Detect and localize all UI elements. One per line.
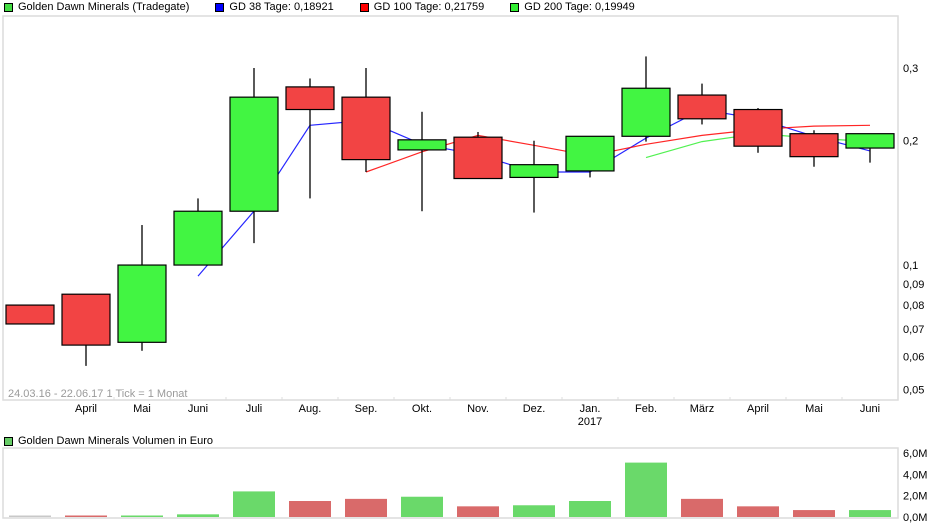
candle-body	[229, 96, 279, 212]
volume-bar	[681, 498, 723, 517]
x-tick-label: Sep.	[355, 403, 378, 415]
x-tick-label: Jan.	[580, 403, 601, 415]
volume-bar	[457, 506, 499, 517]
candle-body	[565, 135, 615, 172]
x-tick-label: 2017	[578, 416, 602, 428]
legend-swatch-gd38	[215, 2, 225, 12]
x-tick-label: April	[747, 403, 769, 415]
legend-label-gd38: GD 38 Tage: 0,18921	[229, 1, 334, 13]
volume-bar	[849, 510, 891, 517]
volume-bar	[793, 510, 835, 517]
volume-y-tick-label: 2,0M	[903, 491, 927, 503]
candle	[509, 140, 559, 213]
candle-body	[117, 264, 167, 343]
legend-label-main: Golden Dawn Minerals (Tradegate)	[18, 1, 190, 13]
y-tick-label: 0,1	[903, 260, 918, 272]
volume-legend: Golden Dawn Minerals Volumen in Euro	[0, 434, 213, 448]
x-tick-label: Okt.	[412, 403, 432, 415]
volume-bar	[121, 515, 163, 517]
x-tick-label: April	[75, 403, 97, 415]
volume-bar	[345, 498, 387, 517]
candle	[341, 68, 391, 172]
volume-y-tick-label: 6,0M	[903, 448, 927, 460]
candle-body	[285, 86, 335, 111]
legend-label-gd100: GD 100 Tage: 0,21759	[373, 1, 485, 13]
candle	[397, 111, 447, 212]
y-tick-label: 0,06	[903, 352, 924, 364]
candle-body	[5, 304, 55, 325]
volume-bar	[65, 515, 107, 517]
x-tick-label: Juni	[188, 403, 208, 415]
volume-bar	[9, 515, 51, 517]
date-range-label: 24.03.16 - 22.06.17 1 Tick = 1 Monat	[8, 388, 187, 400]
legend-swatch-gd200	[510, 2, 520, 12]
volume-legend-swatch	[4, 436, 13, 446]
candle	[173, 198, 223, 266]
legend-item-gd200: GD 200 Tage: 0,19949	[510, 1, 635, 13]
volume-panel: 6,0M 4,0M 2,0M 0,0M	[2, 447, 927, 524]
candle	[285, 78, 335, 199]
candle-body	[733, 108, 783, 147]
candle-body	[61, 293, 111, 346]
candle	[453, 131, 503, 180]
candle-body	[341, 96, 391, 161]
candle-body	[453, 136, 503, 180]
x-tick-label: Mai	[133, 403, 151, 415]
volume-bar	[177, 514, 219, 517]
candle	[565, 135, 615, 178]
legend-swatch-gd100	[359, 2, 369, 12]
volume-y-tick-label: 0,0M	[903, 512, 927, 524]
candle-body	[845, 133, 895, 149]
y-tick-label: 0,09	[903, 279, 924, 291]
candle	[789, 130, 839, 167]
candle	[61, 293, 111, 366]
x-tick-label: März	[690, 403, 714, 415]
volume-bar	[513, 505, 555, 517]
candle-body	[677, 94, 727, 120]
legend-item-gd38: GD 38 Tage: 0,18921	[215, 1, 334, 13]
price-legend: Golden Dawn Minerals (Tradegate) GD 38 T…	[0, 0, 657, 14]
volume-bar	[289, 501, 331, 517]
candle	[117, 225, 167, 351]
volume-bar	[737, 506, 779, 517]
x-tick-label: Juli	[246, 403, 263, 415]
candle-body	[173, 210, 223, 266]
legend-item-gd100: GD 100 Tage: 0,21759	[359, 1, 485, 13]
candle-body	[397, 139, 447, 151]
y-tick-label: 0,05	[903, 384, 924, 396]
volume-bar	[569, 501, 611, 517]
x-tick-label: Mai	[805, 403, 823, 415]
x-tick-label: Dez.	[523, 403, 546, 415]
volume-y-tick-label: 4,0M	[903, 469, 927, 481]
volume-legend-label: Golden Dawn Minerals Volumen in Euro	[18, 435, 214, 447]
volume-plot-frame	[2, 447, 899, 519]
x-tick-label: Nov.	[467, 403, 489, 415]
candle	[5, 304, 55, 325]
y-tick-label: 0,07	[903, 324, 924, 336]
candle	[677, 83, 727, 125]
candle	[621, 56, 671, 142]
moving-average-line-gd-100-tage	[365, 124, 871, 173]
candle-body	[789, 133, 839, 158]
candle	[845, 133, 895, 163]
y-tick-label: 0,2	[903, 136, 918, 148]
legend-swatch-main	[4, 2, 13, 12]
y-tick-label: 0,3	[903, 63, 918, 75]
x-tick-label: Juni	[860, 403, 880, 415]
candle-body	[509, 164, 559, 179]
x-tick-label: Aug.	[299, 403, 322, 415]
volume-bar	[401, 496, 443, 517]
legend-item-main: Golden Dawn Minerals (Tradegate)	[4, 1, 189, 13]
x-tick-label: Feb.	[635, 403, 657, 415]
volume-bar	[625, 462, 667, 517]
price-panel: 0,3 0,2 0,1 0,09 0,08 0,07 0,06 0,05 April Mai Jun…	[2, 15, 924, 428]
candle	[229, 68, 279, 244]
candle-body	[621, 87, 671, 137]
volume-bar	[233, 491, 275, 517]
y-tick-label: 0,08	[903, 300, 924, 312]
candle	[733, 108, 783, 153]
legend-label-gd200: GD 200 Tage: 0,19949	[524, 1, 635, 13]
